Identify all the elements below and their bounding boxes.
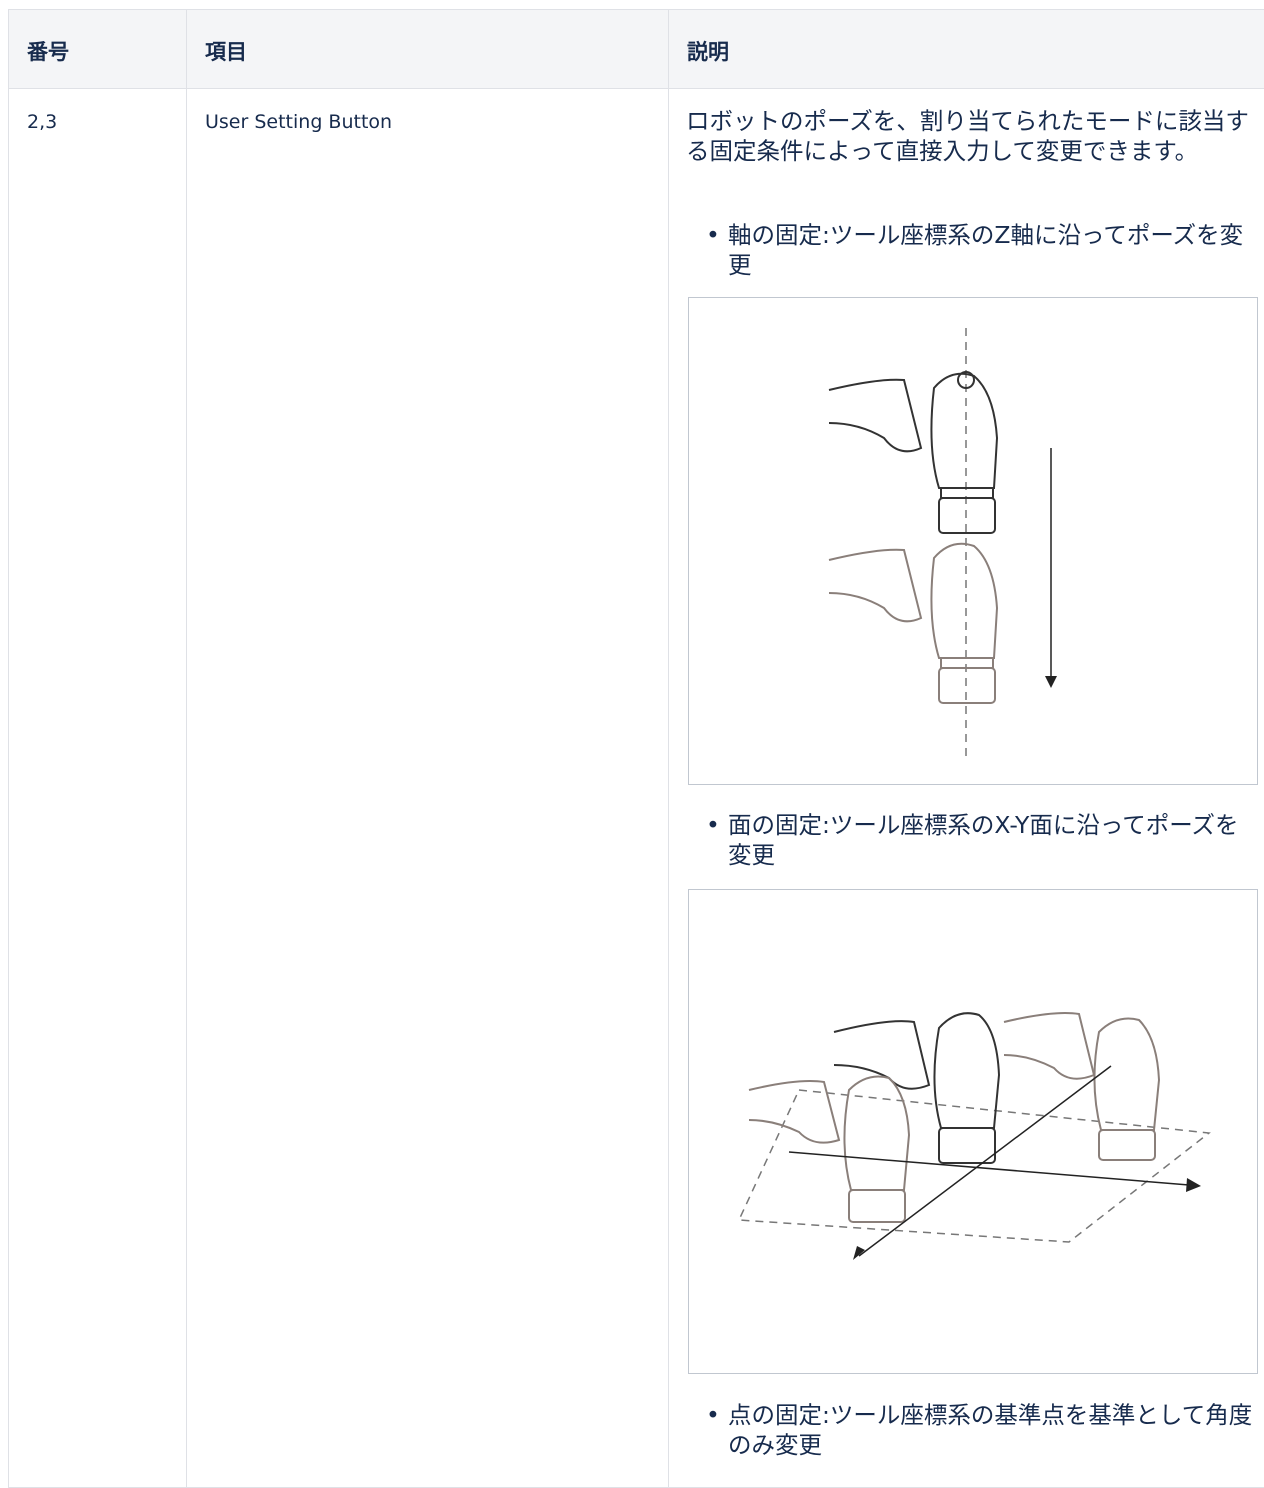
number-cell: 2,3 bbox=[8, 88, 187, 1488]
illustration bbox=[688, 889, 1258, 1374]
header-cell: 番号 bbox=[8, 9, 187, 89]
item-cell: User Setting Button bbox=[186, 88, 669, 1488]
bullet: 面の固定:ツール座標系のX-Y面に沿ってポーズを変更 bbox=[706, 810, 1254, 870]
header-cell: 項目 bbox=[186, 9, 669, 89]
illustration bbox=[688, 297, 1258, 785]
item: User Setting Button bbox=[205, 111, 393, 133]
number: 2,3 bbox=[27, 111, 58, 133]
bullet: 軸の固定:ツール座標系のZ軸に沿ってポーズを変更 bbox=[706, 220, 1254, 280]
axis-fix-drawing bbox=[828, 328, 1057, 758]
header-cell: 説明 bbox=[668, 9, 1264, 89]
plane-fix-drawing bbox=[737, 1012, 1211, 1260]
header-text: 項目 bbox=[205, 40, 247, 64]
description: ロボットのポーズを、割り当てられたモードに該当する固定条件によって直接入力して変… bbox=[686, 107, 1249, 165]
header-text: 説明 bbox=[687, 40, 729, 64]
bullet: 点の固定:ツール座標系の基準点を基準として角度のみ変更 bbox=[706, 1400, 1254, 1460]
header-text: 番号 bbox=[27, 40, 69, 64]
